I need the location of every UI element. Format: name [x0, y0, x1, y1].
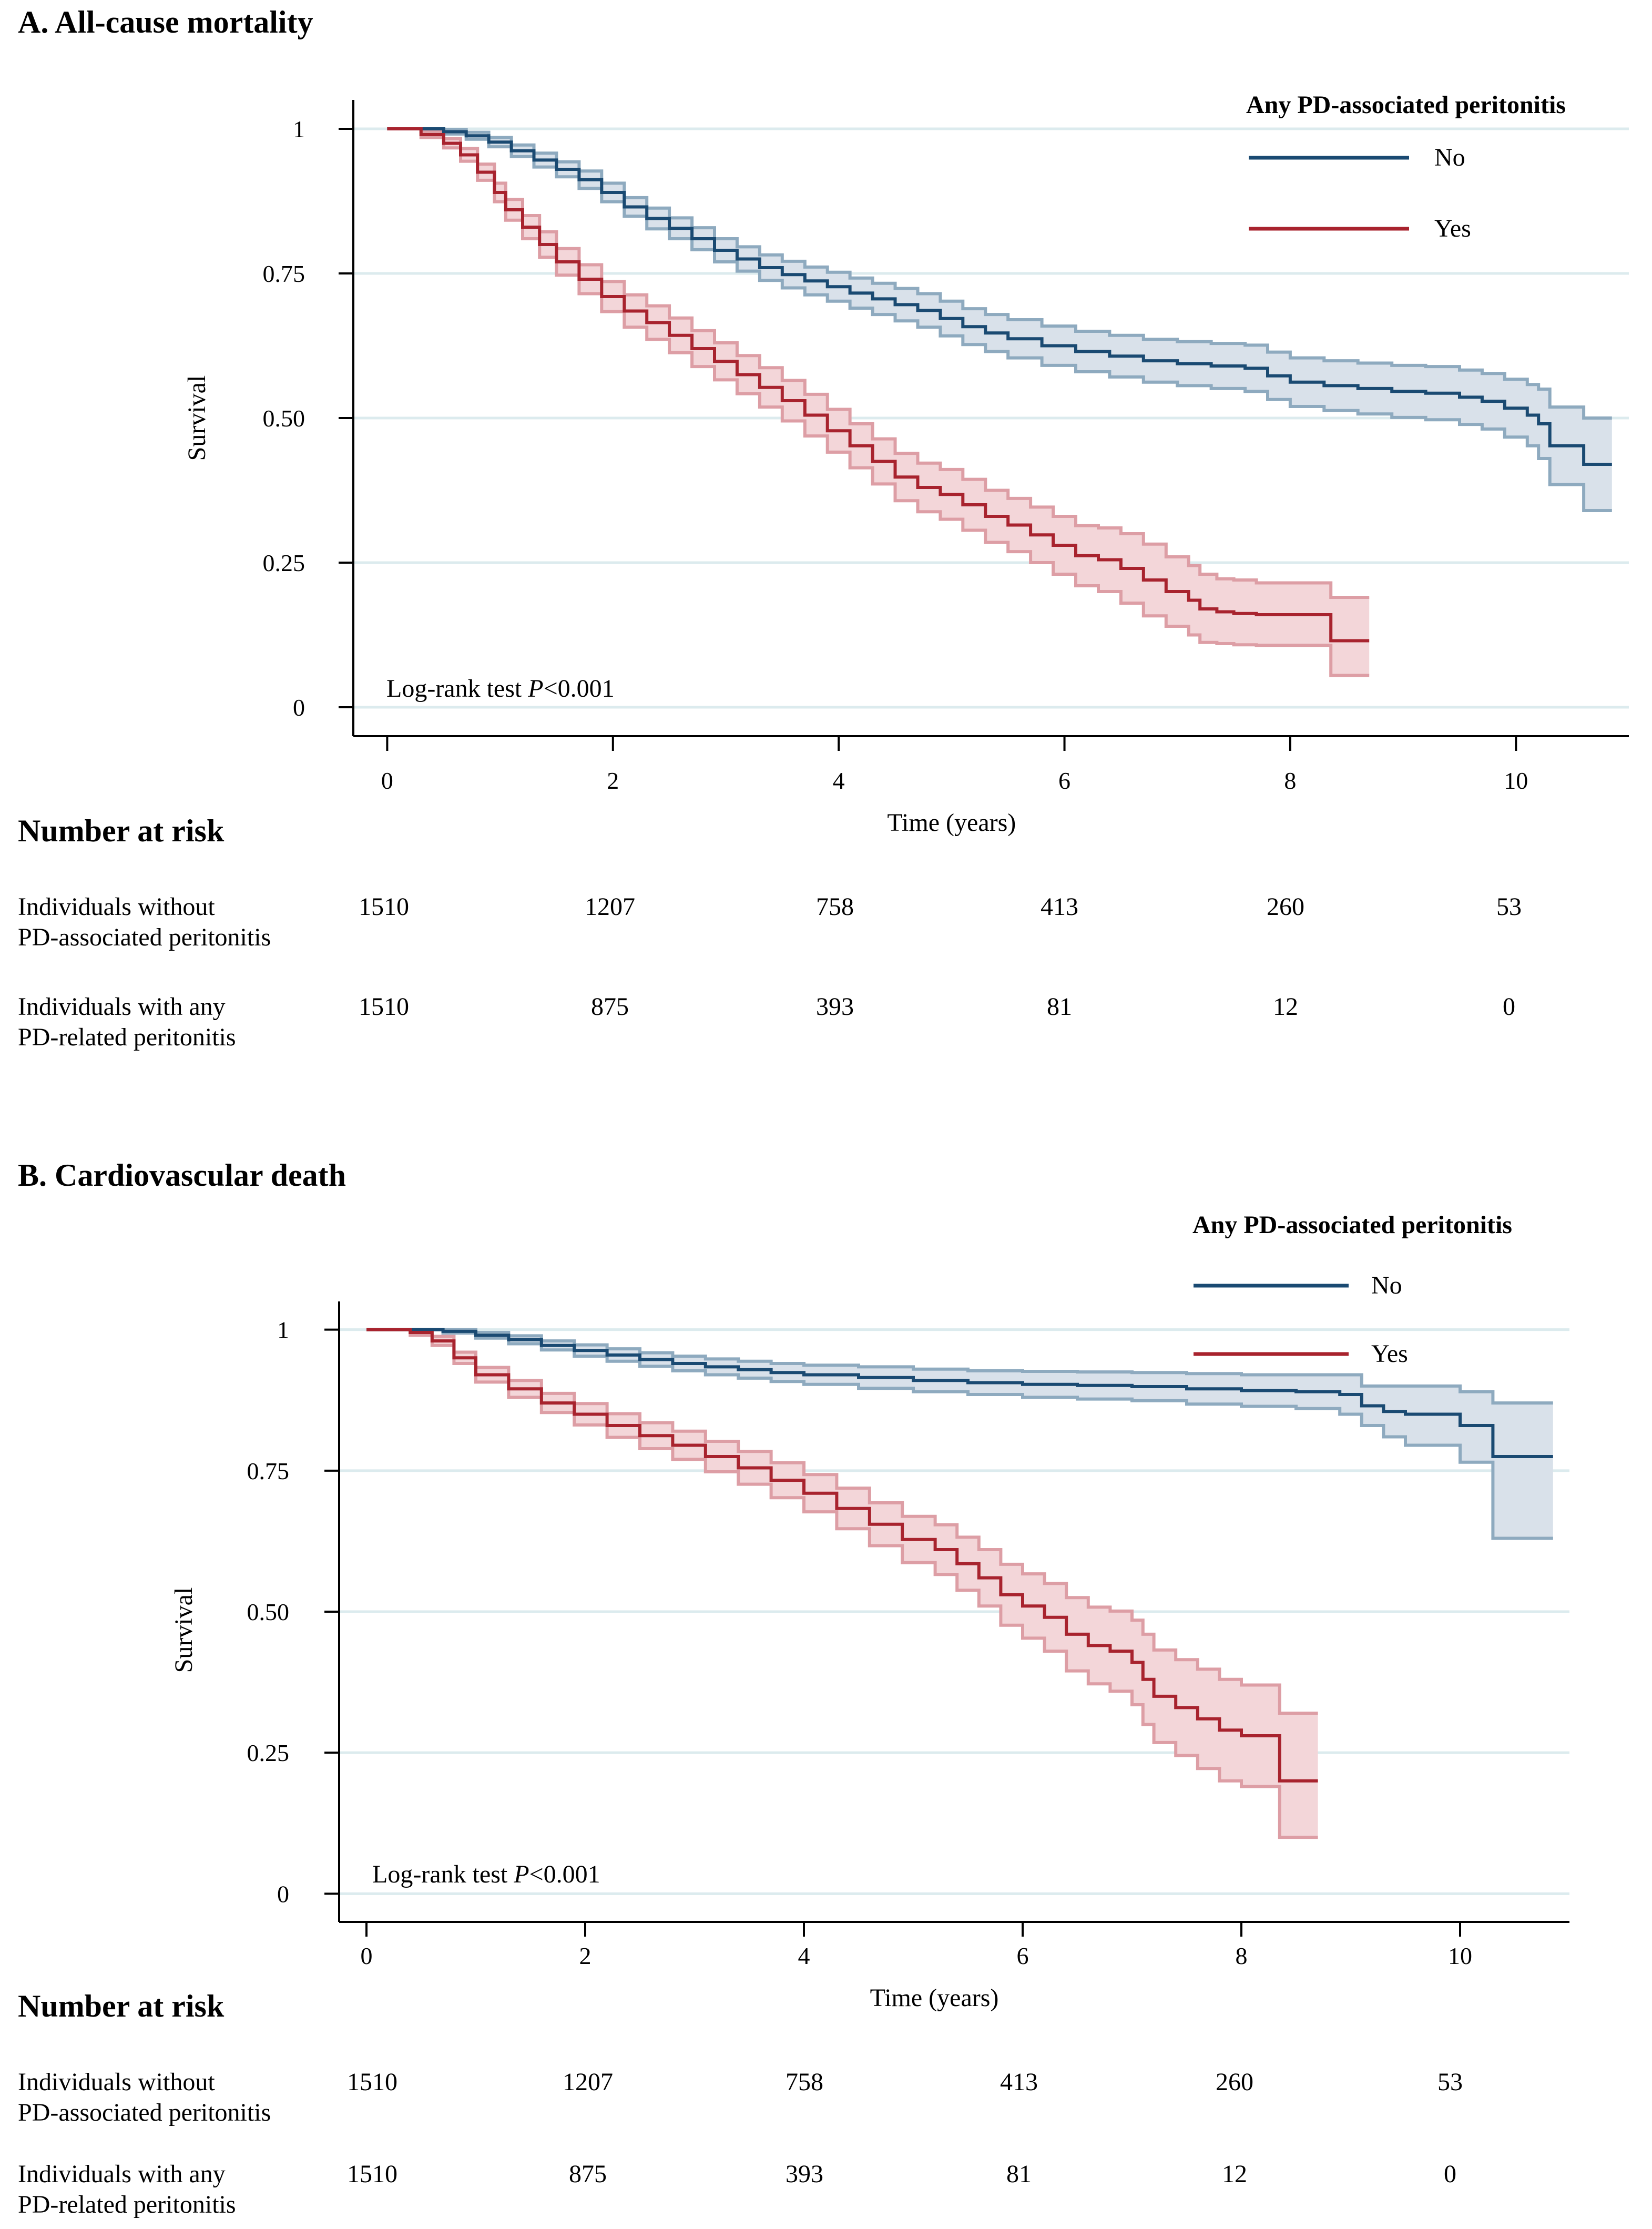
panel-title: B. Cardiovascular death — [18, 1158, 346, 1193]
risk-value: 12 — [1222, 2160, 1247, 2188]
survival-line-no — [366, 1328, 1553, 1458]
annotation-p: P — [513, 1860, 529, 1888]
y-tick-label: 1 — [277, 1317, 289, 1343]
x-tick-label: 4 — [833, 767, 845, 794]
y-tick-label: 0.50 — [247, 1599, 290, 1625]
ci-upper-yes — [366, 1328, 1318, 1715]
risk-value: 1510 — [347, 2160, 397, 2188]
survival-line-yes — [366, 1328, 1318, 1783]
x-axis-label: Time (years) — [887, 809, 1016, 837]
legend-title: Any PD-associated peritonitis — [1192, 1211, 1512, 1239]
x-axis-label: Time (years) — [870, 1984, 999, 2012]
y-tick-label: 0 — [277, 1880, 289, 1907]
risk-value: 53 — [1496, 893, 1522, 921]
risk-value: 1207 — [563, 2068, 613, 2096]
risk-row-label: PD-associated peritonitis — [18, 2099, 271, 2126]
logrank-annotation: Log-rank test P<0.001 — [372, 1860, 600, 1888]
risk-value: 81 — [1047, 993, 1072, 1021]
risk-value: 12 — [1273, 993, 1298, 1021]
risk-value: 0 — [1444, 2160, 1456, 2188]
risk-row-label: Individuals without — [18, 893, 215, 921]
annotation-p: P — [527, 675, 543, 703]
risk-value: 758 — [786, 2068, 823, 2096]
x-tick-label: 2 — [607, 767, 619, 794]
ci-lower-no — [387, 127, 1612, 512]
ci-lower-yes — [387, 127, 1370, 677]
risk-value: 1510 — [359, 893, 409, 921]
x-tick-label: 10 — [1504, 767, 1528, 794]
risk-value: 393 — [816, 993, 854, 1021]
ci-band-no — [387, 129, 1612, 511]
y-tick-label: 0.75 — [263, 260, 305, 287]
legend-title: Any PD-associated peritonitis — [1246, 91, 1566, 119]
logrank-annotation: Log-rank test P<0.001 — [386, 675, 615, 703]
risk-table-title: Number at risk — [18, 1989, 225, 2023]
y-tick-label: 1 — [293, 116, 305, 143]
annotation-value: <0.001 — [544, 675, 615, 703]
x-tick-label: 0 — [381, 767, 393, 794]
risk-value: 875 — [591, 993, 629, 1021]
annotation-prefix: Log-rank test — [372, 1860, 514, 1888]
y-tick-label: 0.25 — [263, 549, 305, 576]
risk-value: 393 — [786, 2160, 823, 2188]
ci-upper-yes — [387, 127, 1370, 599]
risk-value: 53 — [1437, 2068, 1463, 2096]
y-tick-label: 0 — [293, 694, 305, 721]
legend-label-yes: Yes — [1371, 1340, 1408, 1368]
legend-label-no: No — [1434, 144, 1465, 171]
y-axis-label: Survival — [183, 375, 211, 461]
ci-band-no — [366, 1329, 1553, 1539]
risk-value: 1207 — [585, 893, 635, 921]
risk-row-label: PD-associated peritonitis — [18, 923, 271, 951]
survival-line-yes — [387, 127, 1370, 643]
ci-upper-no — [387, 127, 1612, 420]
risk-value: 413 — [1041, 893, 1078, 921]
y-tick-label: 0.75 — [247, 1458, 290, 1484]
legend-label-no: No — [1371, 1271, 1402, 1299]
risk-value: 81 — [1006, 2160, 1032, 2188]
x-tick-label: 8 — [1236, 1942, 1248, 1969]
risk-value: 260 — [1267, 893, 1304, 921]
risk-value: 413 — [1000, 2068, 1038, 2096]
risk-value: 1510 — [347, 2068, 397, 2096]
y-tick-label: 0.50 — [263, 405, 305, 432]
x-tick-label: 4 — [798, 1942, 810, 1969]
x-tick-label: 6 — [1017, 1942, 1029, 1969]
ci-lower-yes — [366, 1328, 1318, 1839]
ci-lower-no — [366, 1328, 1553, 1540]
ci-band-yes — [387, 129, 1370, 676]
legend-label-yes: Yes — [1434, 215, 1471, 242]
risk-value: 260 — [1216, 2068, 1253, 2096]
risk-value: 758 — [816, 893, 854, 921]
risk-row-label: PD-related peritonitis — [18, 2191, 236, 2218]
y-tick-label: 0.25 — [247, 1739, 290, 1766]
survival-line-no — [387, 127, 1612, 466]
x-tick-label: 2 — [579, 1942, 592, 1969]
risk-value: 0 — [1503, 993, 1515, 1021]
x-tick-label: 10 — [1448, 1942, 1472, 1969]
ci-upper-no — [366, 1328, 1553, 1405]
x-tick-label: 8 — [1284, 767, 1296, 794]
risk-row-label: PD-related peritonitis — [18, 1023, 236, 1051]
risk-row-label: Individuals without — [18, 2068, 215, 2096]
x-tick-label: 0 — [361, 1942, 373, 1969]
ci-band-yes — [366, 1329, 1318, 1838]
annotation-prefix: Log-rank test — [386, 675, 528, 703]
risk-value: 875 — [569, 2160, 607, 2188]
panel-title: A. All-cause mortality — [18, 5, 313, 39]
y-axis-label: Survival — [170, 1587, 198, 1673]
x-tick-label: 6 — [1058, 767, 1070, 794]
risk-value: 1510 — [359, 993, 409, 1021]
risk-row-label: Individuals with any — [18, 993, 226, 1021]
risk-row-label: Individuals with any — [18, 2160, 226, 2188]
annotation-value: <0.001 — [529, 1860, 600, 1888]
risk-table-title: Number at risk — [18, 813, 225, 848]
